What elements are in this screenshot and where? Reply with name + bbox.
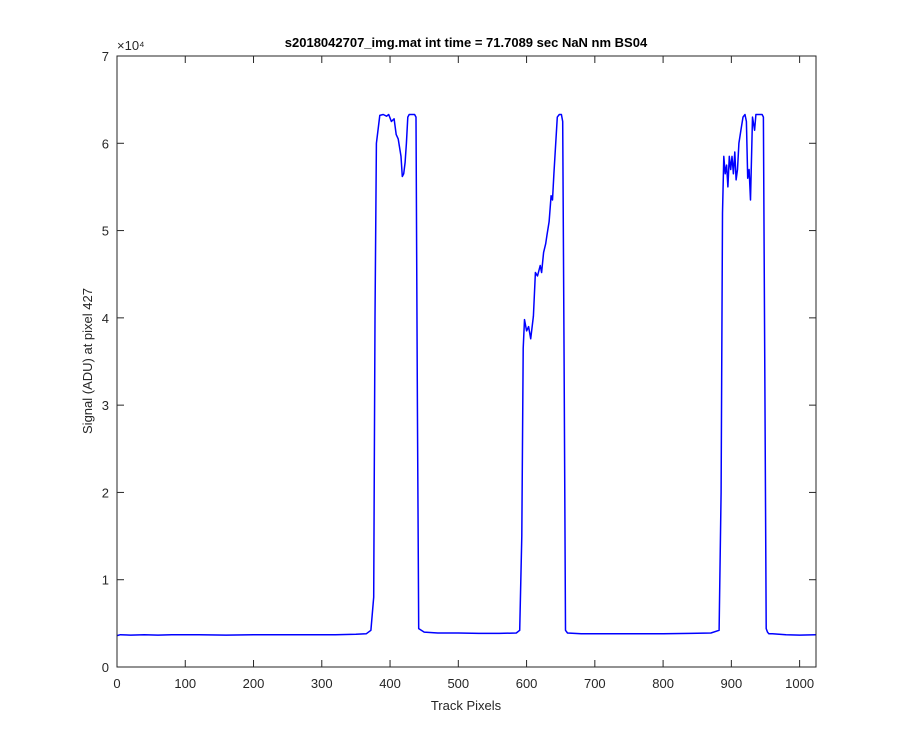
chart-title: s2018042707_img.mat int time = 71.7089 s… — [285, 35, 648, 50]
series-line — [116, 113, 817, 637]
plot-area — [117, 56, 816, 667]
y-tick-label: 5 — [102, 224, 109, 239]
x-tick-label: 1000 — [785, 676, 814, 691]
x-tick-label: 100 — [174, 676, 196, 691]
y-tick-label: 0 — [102, 660, 109, 675]
y-tick-label: 2 — [102, 485, 109, 500]
x-tick-label: 500 — [447, 676, 469, 691]
y-tick-label: 1 — [102, 573, 109, 588]
x-tick-label: 0 — [113, 676, 120, 691]
x-tick-label: 300 — [311, 676, 333, 691]
y-tick-label: 4 — [102, 311, 109, 326]
y-exponent-label: ×10⁴ — [117, 38, 145, 53]
x-axis-ticks: 0 100 200 300 400 500 600 700 800 900 1000 — [113, 56, 814, 691]
x-axis-label: Track Pixels — [431, 698, 502, 713]
y-tick-label: 6 — [102, 136, 109, 151]
x-tick-label: 900 — [721, 676, 743, 691]
x-tick-label: 600 — [516, 676, 538, 691]
x-tick-label: 700 — [584, 676, 606, 691]
y-tick-label: 3 — [102, 398, 109, 413]
y-axis-ticks: 0 1 2 3 4 5 6 7 — [102, 49, 816, 675]
x-tick-label: 400 — [379, 676, 401, 691]
y-axis-label: Signal (ADU) at pixel 427 — [80, 288, 95, 434]
plot-box — [116, 55, 817, 668]
x-tick-label: 800 — [652, 676, 674, 691]
x-tick-label: 200 — [243, 676, 265, 691]
y-tick-label: 7 — [102, 49, 109, 64]
